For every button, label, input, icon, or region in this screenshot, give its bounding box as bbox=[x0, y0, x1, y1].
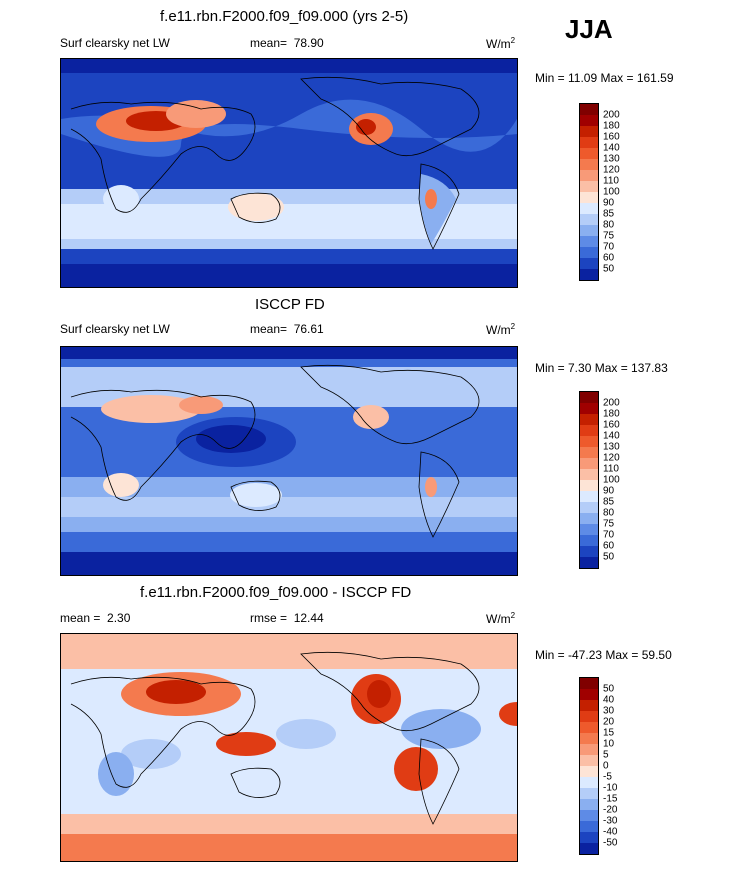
colorbar-tick-label: 100 bbox=[603, 186, 620, 198]
colorbar-tick-label: 40 bbox=[603, 694, 615, 706]
colorbar-tick-label: 70 bbox=[603, 529, 615, 541]
colorbar-tick-label: 20 bbox=[603, 716, 615, 728]
panel-3-colorbar bbox=[579, 677, 599, 855]
colorbar-tick-label: 80 bbox=[603, 219, 615, 231]
panel-3-map bbox=[60, 633, 518, 862]
panel-2-title: ISCCP FD bbox=[255, 296, 325, 313]
colorbar-tick-label: 200 bbox=[603, 109, 620, 121]
colorbar-tick-label: 15 bbox=[603, 727, 615, 739]
colorbar-tick-label: 50 bbox=[603, 551, 615, 563]
panel-3-minmax: Min = -47.23 Max = 59.50 bbox=[535, 648, 672, 662]
colorbar-tick-label: 50 bbox=[603, 263, 615, 275]
colorbar-tick-label: -5 bbox=[603, 771, 612, 783]
colorbar-tick-label: 140 bbox=[603, 142, 620, 154]
colorbar-tick-label: 100 bbox=[603, 474, 620, 486]
panel-2-map bbox=[60, 346, 518, 576]
colorbar-tick-label: 120 bbox=[603, 452, 620, 464]
colorbar-tick-label: -15 bbox=[603, 793, 618, 805]
panel-1-title: f.e11.rbn.F2000.f09_f09.000 (yrs 2-5) bbox=[160, 8, 409, 25]
season-label: JJA bbox=[565, 14, 613, 44]
panel-1-minmax: Min = 11.09 Max = 161.59 bbox=[535, 71, 674, 85]
colorbar-tick-label: 30 bbox=[603, 705, 615, 717]
colorbar-tick-label: 10 bbox=[603, 738, 615, 750]
panel-1-variable-label: Surf clearsky net LW bbox=[60, 36, 170, 50]
panel-3-title: f.e11.rbn.F2000.f09_f09.000 - ISCCP FD bbox=[140, 584, 412, 601]
colorbar-tick-label: 60 bbox=[603, 252, 615, 264]
colorbar-tick-label: 180 bbox=[603, 120, 620, 132]
panel-2-minmax: Min = 7.30 Max = 137.83 bbox=[535, 361, 668, 375]
panel-1-map bbox=[60, 58, 518, 288]
colorbar-tick-label: -30 bbox=[603, 815, 618, 827]
colorbar-tick-label: 130 bbox=[603, 441, 620, 453]
colorbar-tick-label: 90 bbox=[603, 197, 615, 209]
colorbar-tick-label: 110 bbox=[603, 175, 619, 187]
colorbar-tick-label: -50 bbox=[603, 837, 618, 849]
panel-2-colorbar bbox=[579, 391, 599, 569]
colorbar-tick-label: 200 bbox=[603, 397, 620, 409]
colorbar-tick-label: -40 bbox=[603, 826, 618, 838]
colorbar-tick-label: 0 bbox=[603, 760, 609, 772]
panel-1-colorbar bbox=[579, 103, 599, 281]
colorbar-tick-label: 180 bbox=[603, 408, 620, 420]
colorbar-tick-label: 130 bbox=[603, 153, 620, 165]
colorbar-tick-label: 80 bbox=[603, 507, 615, 519]
panel-3-units: W/m2 bbox=[486, 611, 516, 626]
panel-2-variable-label: Surf clearsky net LW bbox=[60, 322, 170, 336]
colorbar-tick-label: 140 bbox=[603, 430, 620, 442]
panel-1-units: W/m2 bbox=[486, 36, 516, 51]
colorbar-tick-label: 160 bbox=[603, 131, 620, 143]
colorbar-tick-label: 90 bbox=[603, 485, 615, 497]
colorbar-tick-label: 75 bbox=[603, 518, 615, 530]
panel-1-mean: mean= 78.90 bbox=[250, 36, 324, 50]
colorbar-tick-label: 50 bbox=[603, 683, 615, 695]
colorbar-tick-label: 75 bbox=[603, 230, 615, 242]
panel-2-units: W/m2 bbox=[486, 322, 516, 337]
colorbar-tick-label: -20 bbox=[603, 804, 618, 816]
colorbar-tick-label: 70 bbox=[603, 241, 615, 253]
colorbar-tick-label: 120 bbox=[603, 164, 620, 176]
colorbar-tick-label: 60 bbox=[603, 540, 615, 552]
panel-3-mean: mean = 2.30 bbox=[60, 611, 131, 625]
colorbar-tick-label: -10 bbox=[603, 782, 618, 794]
colorbar-tick-label: 85 bbox=[603, 496, 615, 508]
colorbar-tick-label: 5 bbox=[603, 749, 609, 761]
colorbar-tick-label: 160 bbox=[603, 419, 620, 431]
panel-3-rmse: rmse = 12.44 bbox=[250, 611, 324, 625]
colorbar-tick-label: 110 bbox=[603, 463, 619, 475]
panel-2-mean: mean= 76.61 bbox=[250, 322, 324, 336]
colorbar-tick-label: 85 bbox=[603, 208, 615, 220]
